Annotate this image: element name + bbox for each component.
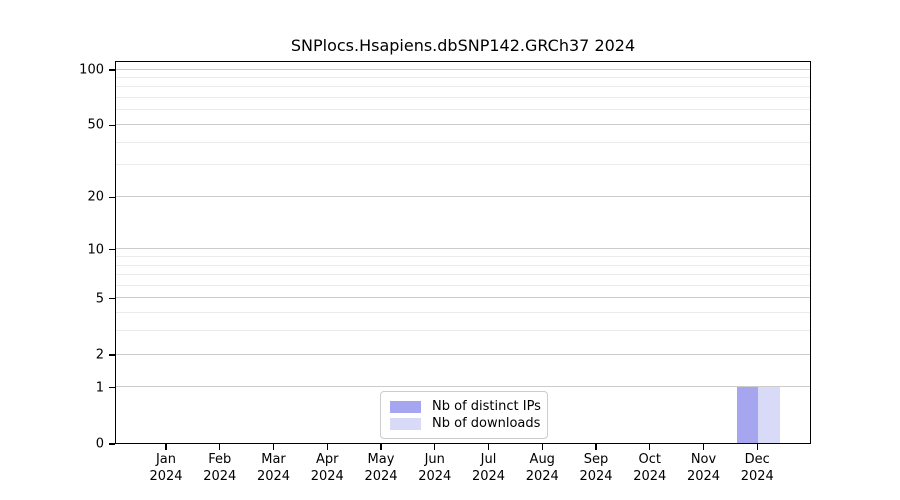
ytick-label-10: 10 — [87, 242, 104, 258]
xtick-label-nov: Nov 2024 — [686, 452, 721, 484]
chart-legend: Nb of distinct IPs Nb of downloads — [380, 391, 548, 439]
gridline-minor — [116, 330, 810, 332]
xtick-label-feb: Feb 2024 — [203, 452, 237, 484]
chart-title: SNPlocs.Hsapiens.dbSNP142.GRCh37 2024 — [290, 36, 636, 55]
legend-swatch-downloads — [390, 417, 421, 430]
xtick-label-mar: Mar 2024 — [256, 452, 291, 484]
legend-swatch-distinct-ips — [390, 400, 421, 413]
xtick-label-jan: Jan 2024 — [149, 452, 183, 484]
legend-entry-downloads: Nb of downloads — [390, 415, 541, 432]
xtick-mark-jun — [434, 444, 436, 450]
ytick-mark-1 — [109, 387, 115, 389]
ytick-mark-10 — [109, 249, 115, 251]
gridline-minor — [116, 109, 810, 111]
legend-label-downloads: Nb of downloads — [432, 416, 541, 431]
ytick-mark-50 — [109, 124, 115, 127]
gridline-major-1 — [116, 386, 810, 388]
gridline-major-5 — [116, 297, 810, 299]
xtick-label-apr: Apr 2024 — [310, 452, 344, 484]
xtick-label-oct: Oct 2024 — [633, 452, 667, 484]
gridline-major-20 — [116, 195, 810, 197]
ytick-mark-100 — [109, 69, 115, 71]
gridline-major-50 — [116, 123, 810, 125]
gridline-minor — [116, 274, 810, 276]
plot-area: Nb of distinct IPs Nb of downloads — [115, 61, 811, 444]
gridline-minor — [116, 77, 810, 79]
xtick-mark-apr — [326, 444, 328, 450]
gridline-minor — [116, 284, 810, 286]
xtick-mark-sep — [595, 444, 597, 450]
xtick-label-sep: Sep 2024 — [579, 452, 613, 484]
ytick-label-20: 20 — [87, 189, 104, 205]
gridline-minor — [116, 97, 810, 99]
ytick-label-1: 1 — [95, 380, 104, 396]
xtick-mark-oct — [649, 444, 651, 450]
ytick-label-5: 5 — [95, 291, 104, 307]
gridline-minor — [116, 264, 810, 266]
xtick-mark-mar — [272, 444, 275, 450]
gridline-major-100 — [116, 68, 810, 70]
xtick-label-jun: Jun 2024 — [418, 452, 452, 484]
legend-entry-distinct-ips: Nb of distinct IPs — [390, 398, 541, 415]
xtick-mark-aug — [541, 444, 543, 450]
ytick-label-50: 50 — [87, 117, 104, 133]
gridline-minor — [116, 164, 810, 166]
ytick-mark-5 — [109, 298, 115, 300]
gridline-minor — [116, 312, 810, 314]
ytick-label-100: 100 — [79, 62, 104, 78]
xtick-label-dec: Dec 2024 — [740, 452, 774, 484]
xtick-label-aug: Aug 2024 — [525, 452, 559, 484]
gridline-major-2 — [116, 353, 810, 355]
gridline-minor — [116, 141, 810, 143]
xtick-mark-jul — [487, 444, 490, 450]
xtick-mark-jan — [165, 444, 167, 450]
gridline-major-10 — [116, 248, 810, 250]
ytick-label-2: 2 — [95, 347, 104, 363]
legend-label-distinct-ips: Nb of distinct IPs — [432, 399, 541, 414]
xtick-mark-may — [380, 444, 382, 450]
xtick-label-may: May 2024 — [364, 452, 398, 484]
xtick-mark-dec — [756, 444, 758, 450]
ytick-mark-20 — [109, 196, 115, 198]
bar-dec-2024-nb-of-distinct-ips — [736, 386, 759, 443]
bar-dec-2024-nb-of-downloads — [758, 386, 780, 443]
gridline-minor — [116, 86, 810, 88]
xtick-mark-nov — [702, 444, 705, 450]
xtick-label-jul: Jul 2024 — [471, 452, 506, 484]
ytick-mark-0 — [109, 443, 115, 445]
ytick-label-0: 0 — [95, 436, 104, 452]
xtick-mark-feb — [219, 444, 221, 450]
ytick-mark-2 — [109, 354, 115, 356]
gridline-minor — [116, 255, 810, 257]
